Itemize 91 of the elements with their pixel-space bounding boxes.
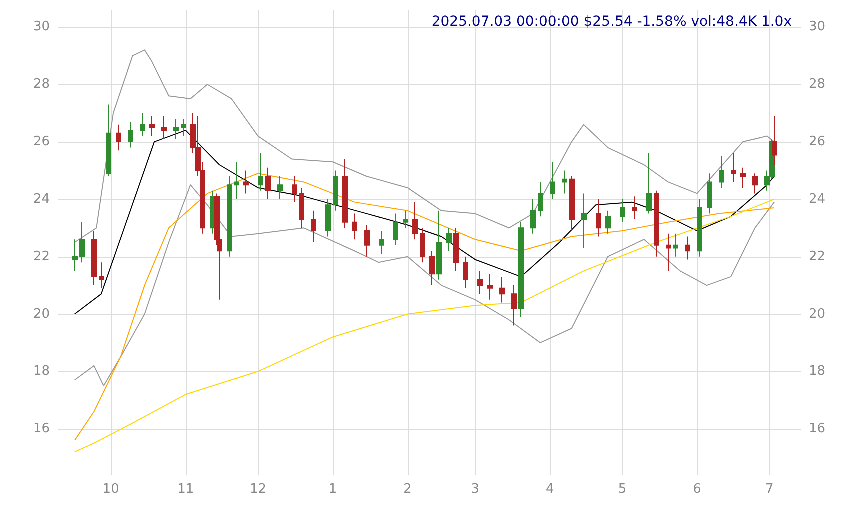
y2-tick-label: 16 xyxy=(809,422,826,437)
candlestick xyxy=(487,274,493,300)
candlestick xyxy=(719,156,724,188)
candlestick xyxy=(91,230,97,286)
x-tick-label: 3 xyxy=(471,482,480,497)
candlestick xyxy=(181,118,186,137)
y2-tick-label: 22 xyxy=(809,249,826,264)
y-tick-label: 20 xyxy=(33,306,50,322)
candlestick xyxy=(707,173,712,214)
candlestick xyxy=(453,228,459,272)
candlestick xyxy=(243,170,249,194)
y-tick-label: 30 xyxy=(33,20,50,35)
candlestick xyxy=(265,167,271,200)
candlestick xyxy=(292,176,297,203)
candlestick xyxy=(499,276,505,304)
candlestick xyxy=(149,116,155,137)
y-tick-label: 26 xyxy=(33,134,50,150)
candlestick xyxy=(420,228,425,264)
candlestick xyxy=(562,170,567,194)
candlestick xyxy=(412,202,418,240)
x-tick-label: 11 xyxy=(178,482,194,497)
candlestick xyxy=(234,162,239,200)
candlestick xyxy=(463,256,468,289)
candlestick xyxy=(538,182,543,218)
x-tick-label: 6 xyxy=(693,482,702,497)
candlestick xyxy=(620,198,625,223)
candlestick xyxy=(436,210,442,280)
candlestick xyxy=(446,228,452,252)
candlestick xyxy=(654,190,659,258)
y2-tick-label: 30 xyxy=(809,20,826,35)
candlestick xyxy=(477,270,483,295)
y2-tick-label: 20 xyxy=(809,306,826,322)
candlestick xyxy=(632,196,637,220)
candlestick xyxy=(161,116,167,140)
candlestick xyxy=(518,222,524,318)
y-tick-label: 24 xyxy=(33,192,50,207)
chart-title: 2025.07.03 00:00:00 $25.54 -1.58% vol:48.4K 1.0x xyxy=(432,14,792,30)
candlestick xyxy=(393,213,398,246)
x-tick-label: 10 xyxy=(102,482,120,497)
candlestick xyxy=(605,210,611,234)
y2-tick-label: 26 xyxy=(809,134,826,150)
candlestick xyxy=(311,210,316,243)
x-tick-label: 2 xyxy=(404,482,412,497)
candlestick xyxy=(772,116,777,166)
candlestick xyxy=(731,153,736,183)
candlestick xyxy=(403,210,408,229)
candlestick xyxy=(333,170,338,212)
candlestick xyxy=(258,153,263,192)
candlestick xyxy=(106,104,111,177)
candlestick xyxy=(277,176,283,200)
candlestick xyxy=(511,285,517,326)
y-tick-label: 22 xyxy=(33,249,50,264)
candlestick xyxy=(116,124,121,152)
candlestick xyxy=(596,198,601,238)
candlestick xyxy=(173,118,179,140)
candlestick xyxy=(550,162,555,200)
candlestick xyxy=(99,262,104,289)
candlestick xyxy=(299,187,304,229)
candlestick xyxy=(530,198,536,234)
candlestick xyxy=(379,230,384,254)
y2-tick-label: 24 xyxy=(809,192,826,207)
candlestick xyxy=(646,153,652,214)
candlestick xyxy=(740,167,746,188)
y-tick-label: 16 xyxy=(33,422,50,437)
y2-tick-label: 18 xyxy=(809,364,826,380)
candlestick xyxy=(325,198,331,238)
candlestick xyxy=(140,112,145,137)
y-tick-label: 18 xyxy=(33,364,50,380)
line-series xyxy=(74,50,775,243)
line-series xyxy=(74,184,775,387)
candlestick xyxy=(673,233,678,258)
candlestick xyxy=(227,176,232,258)
candlestick xyxy=(685,236,690,260)
candlestick xyxy=(697,198,702,258)
candlestick xyxy=(364,224,370,258)
candlestick xyxy=(581,193,587,249)
candlestick xyxy=(429,250,435,286)
candlestick xyxy=(752,173,758,194)
x-tick-label: 4 xyxy=(546,482,554,497)
x-tick-label: 12 xyxy=(250,482,266,497)
line-series xyxy=(74,130,775,315)
candlestick xyxy=(352,213,357,240)
x-tick-label: 7 xyxy=(766,482,774,497)
x-tick-label: 5 xyxy=(618,482,627,497)
y2-tick-label: 28 xyxy=(809,77,826,92)
x-tick-label: 1 xyxy=(328,482,338,497)
y-tick-label: 28 xyxy=(33,77,50,92)
candlestick xyxy=(128,121,133,148)
candlestick xyxy=(342,158,348,229)
candlestick xyxy=(666,233,671,272)
candlestick xyxy=(569,176,575,232)
